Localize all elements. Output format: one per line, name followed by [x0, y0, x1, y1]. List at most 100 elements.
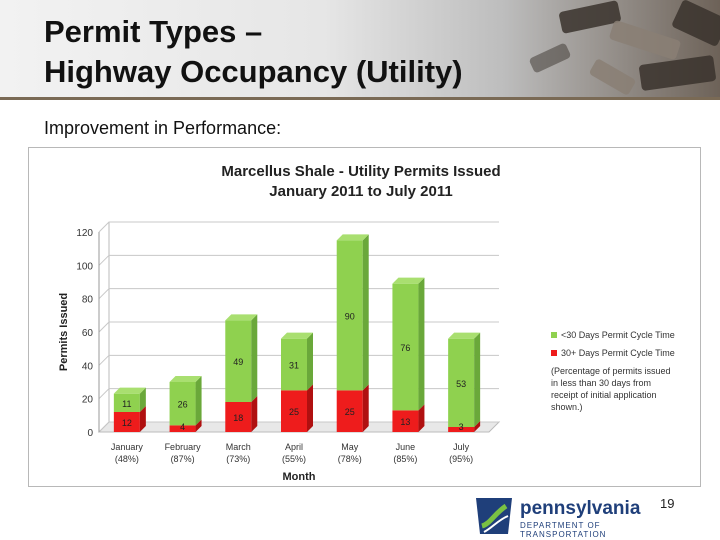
legend-note: shown.) — [551, 402, 583, 412]
bar-segment-under-30-days — [169, 382, 196, 426]
chart-title: January 2011 to July 2011 — [269, 183, 452, 200]
data-label-30plus-days: 25 — [345, 407, 355, 417]
bar-segment-under-30-days — [225, 320, 252, 402]
x-tick-sublabel: (95%) — [449, 454, 473, 464]
slide-subtitle: Improvement in Performance: — [44, 118, 282, 138]
data-label-under-30-days: 53 — [456, 379, 466, 389]
bar-segment-30plus-days — [225, 402, 252, 432]
bar-segment-under-30-days — [336, 240, 363, 391]
bar-side-30plus-days — [474, 421, 481, 432]
x-tick-label: April — [285, 442, 303, 452]
x-tick-sublabel: (55%) — [282, 454, 306, 464]
bar-segment-under-30-days — [281, 338, 307, 391]
gridline — [98, 221, 499, 233]
bar-segment-under-30-days — [392, 283, 419, 411]
data-label-under-30-days: 49 — [233, 357, 243, 367]
bar-segment-30plus-days — [336, 390, 363, 432]
data-label-under-30-days: 11 — [122, 399, 131, 409]
bar-top — [113, 387, 146, 394]
y-tick-label: 40 — [82, 361, 94, 372]
legend-note: (Percentage of permits issued — [551, 366, 671, 376]
gridline — [98, 388, 499, 400]
x-tick-sublabel: (48%) — [115, 454, 139, 464]
bar-top — [281, 332, 313, 339]
keystone-logo-icon — [476, 498, 512, 534]
bar-side-under-30-days — [307, 332, 313, 391]
gridline — [98, 254, 499, 266]
chart-title: Marcellus Shale - Utility Permits Issued — [221, 163, 500, 180]
data-label-30plus-days: 13 — [400, 417, 410, 427]
gridline — [98, 288, 499, 300]
x-tick-sublabel: (87%) — [171, 454, 195, 464]
logo-department: DEPARTMENT OF TRANSPORTATION — [520, 521, 607, 539]
x-tick-sublabel: (85%) — [393, 454, 417, 464]
bar-segment-30plus-days — [448, 427, 475, 432]
bar-side-30plus-days — [251, 396, 258, 432]
y-tick-label: 20 — [82, 395, 94, 406]
bar-side-30plus-days — [195, 419, 202, 432]
bar-side-under-30-days — [139, 387, 146, 412]
rock-texture — [638, 54, 717, 92]
bar-side-under-30-days — [474, 332, 481, 427]
data-label-under-30-days: 31 — [289, 361, 299, 371]
gridline — [98, 321, 499, 333]
x-tick-label: June — [396, 442, 416, 452]
x-tick-label: February — [165, 442, 202, 452]
data-label-under-30-days: 76 — [400, 343, 410, 353]
bar-segment-30plus-days — [392, 410, 419, 432]
legend-swatch-30plus-days — [551, 350, 557, 356]
y-axis-label: Permits Issued — [58, 293, 70, 371]
gridline — [98, 354, 499, 366]
x-tick-label: January — [111, 442, 144, 452]
bar-side-under-30-days — [418, 277, 425, 411]
data-label-30plus-days: 25 — [289, 407, 299, 417]
rock-texture — [588, 57, 637, 97]
x-tick-label: May — [341, 442, 359, 452]
x-axis-label: Month — [283, 471, 316, 483]
bar-side-under-30-days — [195, 376, 202, 426]
rock-texture — [608, 19, 682, 61]
y-tick-label: 60 — [82, 328, 94, 339]
header-rule — [0, 97, 720, 100]
logo-wordmark: pennsylvania — [520, 498, 641, 519]
legend-label-under-30-days: <30 Days Permit Cycle Time — [561, 330, 675, 340]
data-label-30plus-days: 4 — [180, 422, 185, 432]
data-label-under-30-days: 90 — [345, 311, 355, 321]
legend-note: in less than 30 days from — [551, 378, 651, 388]
bar-top — [225, 314, 258, 321]
penndot-logo: pennsylvania DEPARTMENT OF TRANSPORTATIO… — [472, 496, 672, 539]
bar-segment-under-30-days — [448, 338, 475, 427]
bar-side-under-30-days — [362, 234, 369, 391]
chart-frame: Marcellus Shale - Utility Permits Issued… — [28, 147, 701, 487]
bar-side-30plus-days — [362, 384, 369, 432]
y-tick-label: 100 — [76, 261, 93, 272]
data-label-30plus-days: 12 — [122, 418, 132, 428]
data-label-30plus-days: 3 — [459, 422, 464, 432]
x-tick-sublabel: (78%) — [338, 454, 362, 464]
bar-side-30plus-days — [418, 404, 425, 432]
bar-segment-30plus-days — [281, 390, 307, 432]
slide-title: Permit Types – Highway Occupancy (Utilit… — [44, 14, 463, 89]
bar-segment-under-30-days — [113, 393, 140, 412]
x-tick-sublabel: (73%) — [226, 454, 250, 464]
y-tick-label: 80 — [82, 295, 94, 306]
bar-top — [392, 277, 425, 284]
page-number: 19 — [660, 496, 675, 511]
bar-side-30plus-days — [139, 406, 146, 432]
stacked-bar-chart: Marcellus Shale - Utility Permits Issued… — [58, 163, 675, 483]
y-tick-label: 120 — [76, 228, 93, 239]
legend-note: receipt of initial application — [551, 390, 657, 400]
legend-swatch-under-30-days — [551, 332, 557, 338]
bar-segment-30plus-days — [169, 425, 196, 432]
header-banner — [0, 0, 720, 98]
bar-segment-30plus-days — [113, 412, 140, 432]
bar-top — [448, 332, 481, 339]
x-tick-label: March — [226, 442, 251, 452]
data-label-under-30-days: 26 — [178, 400, 188, 410]
bar-side-under-30-days — [251, 314, 258, 402]
y-tick-label: 0 — [87, 428, 93, 439]
x-tick-label: July — [453, 442, 470, 452]
gridline — [98, 421, 499, 433]
bar-side-30plus-days — [307, 384, 313, 432]
bar-top — [336, 234, 369, 241]
